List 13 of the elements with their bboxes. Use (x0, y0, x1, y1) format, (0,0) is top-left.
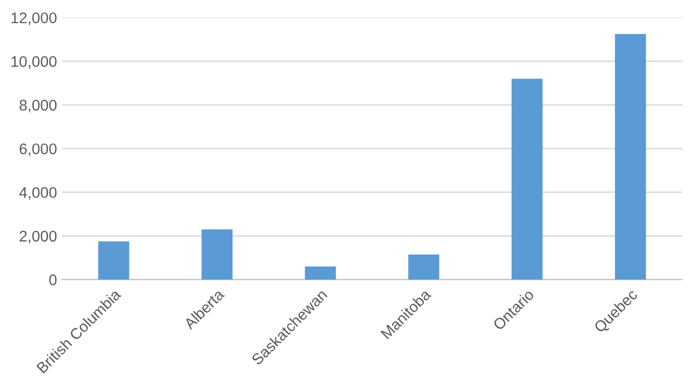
y-tick-label: 2,000 (20, 230, 57, 244)
bar (512, 78, 543, 280)
bar (98, 241, 130, 280)
bar (202, 229, 233, 280)
y-tick-label: 10,000 (12, 56, 57, 69)
y-tick-label: 0 (49, 274, 57, 286)
bar (408, 254, 440, 280)
y-tick-label: 12,000 (12, 12, 57, 26)
y-tick-label: 6,000 (20, 143, 57, 156)
bar (614, 34, 646, 280)
bar (304, 266, 336, 280)
y-tick-label: 4,000 (19, 187, 57, 200)
y-tick-label: 8,000 (20, 100, 57, 112)
